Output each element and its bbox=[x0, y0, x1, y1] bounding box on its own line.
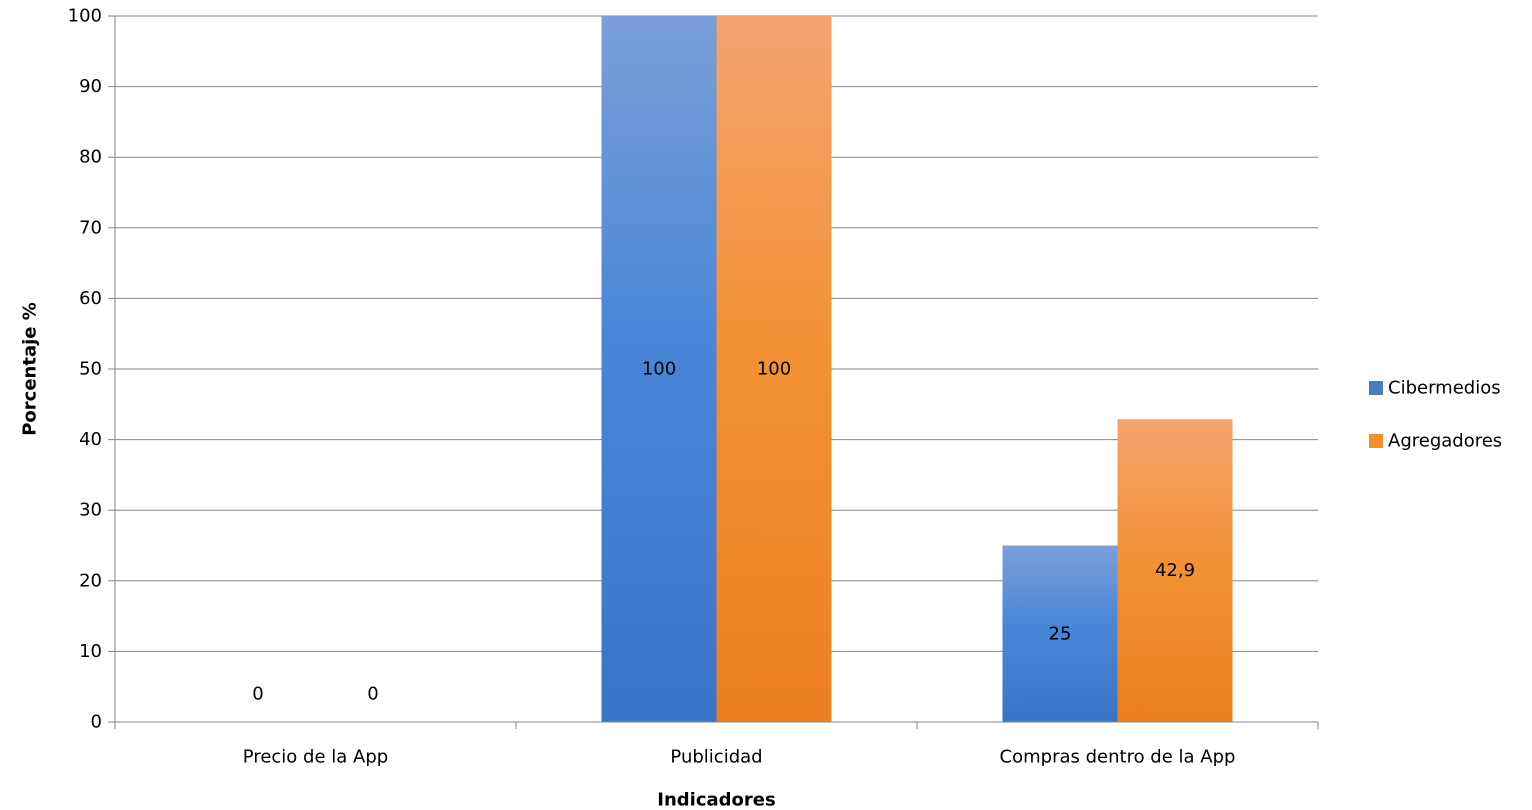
legend-label-cibermedios: Cibermedios bbox=[1388, 378, 1501, 399]
category-label: Publicidad bbox=[670, 747, 762, 768]
y-tick-label: 10 bbox=[79, 641, 102, 662]
bar-cibermedios-2 bbox=[601, 16, 717, 722]
category-label: Compras dentro de la App bbox=[1000, 747, 1236, 768]
y-tick-label: 90 bbox=[79, 76, 102, 97]
legend-swatch-agregadores bbox=[1369, 434, 1383, 448]
y-tick-label: 80 bbox=[79, 147, 102, 168]
y-tick-label: 60 bbox=[79, 288, 102, 309]
legend-swatch-cibermedios bbox=[1369, 381, 1383, 395]
category-labels: Precio de la App Publicidad Compras dentro… bbox=[243, 747, 1236, 768]
y-tick-label: 70 bbox=[79, 217, 102, 238]
bars bbox=[601, 16, 1233, 722]
y-tick-label: 20 bbox=[79, 570, 102, 591]
category-label: Precio de la App bbox=[243, 747, 388, 768]
y-tick-label: 50 bbox=[79, 359, 102, 380]
legend-label-agregadores: Agregadores bbox=[1388, 431, 1502, 452]
bar-agregadores-3 bbox=[1117, 419, 1233, 722]
y-tick-label: 30 bbox=[79, 500, 102, 521]
data-label: 0 bbox=[367, 684, 378, 705]
data-label: 25 bbox=[1049, 623, 1072, 644]
y-tick-label: 100 bbox=[68, 6, 102, 27]
x-axis-title: Indicadores bbox=[657, 790, 775, 810]
data-label: 100 bbox=[642, 359, 676, 380]
bar-agregadores-2 bbox=[716, 16, 832, 722]
data-labels: 0 0 100 100 25 42,9 bbox=[252, 359, 1195, 705]
data-label: 100 bbox=[757, 359, 791, 380]
bar-cibermedios-3 bbox=[1002, 545, 1118, 722]
x-axis-ticks bbox=[114, 722, 1319, 729]
y-axis-title: Porcentaje % bbox=[20, 302, 41, 436]
legend: Cibermedios Agregadores bbox=[1369, 378, 1502, 452]
y-tick-label: 40 bbox=[79, 429, 102, 450]
data-label: 0 bbox=[252, 684, 263, 705]
y-tick-label: 0 bbox=[91, 712, 102, 733]
y-axis-ticks: 0 10 20 30 40 50 60 70 80 90 100 bbox=[68, 6, 115, 733]
data-label: 42,9 bbox=[1155, 560, 1195, 581]
